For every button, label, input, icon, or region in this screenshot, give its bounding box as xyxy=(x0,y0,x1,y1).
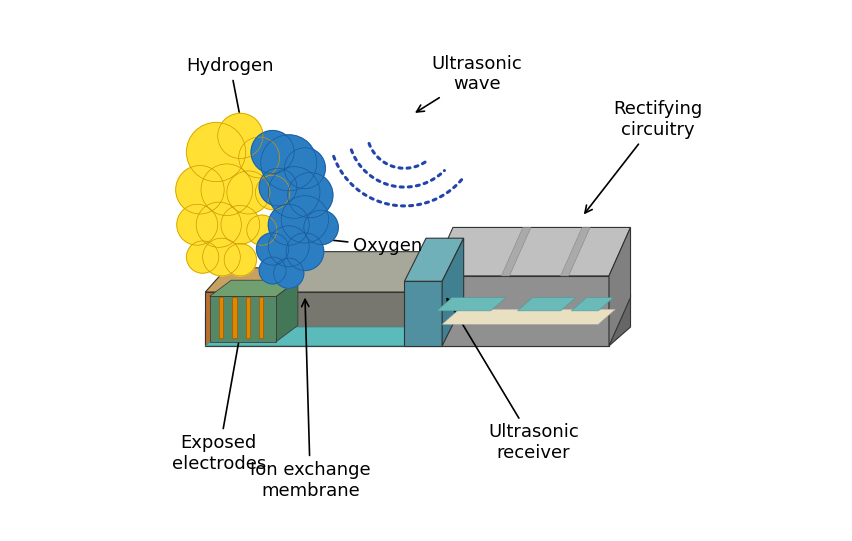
Circle shape xyxy=(256,233,289,265)
Circle shape xyxy=(239,137,279,178)
Circle shape xyxy=(187,241,219,273)
Polygon shape xyxy=(276,280,298,341)
Polygon shape xyxy=(572,298,613,311)
Circle shape xyxy=(201,164,253,216)
Text: Oxygen: Oxygen xyxy=(293,233,423,255)
Circle shape xyxy=(286,233,324,270)
Circle shape xyxy=(259,257,286,284)
Circle shape xyxy=(273,258,304,288)
Polygon shape xyxy=(442,238,463,346)
Text: Ultrasonic
wave: Ultrasonic wave xyxy=(417,55,522,112)
Text: Hydrogen: Hydrogen xyxy=(187,57,274,169)
Polygon shape xyxy=(219,298,223,338)
Polygon shape xyxy=(405,238,463,281)
Polygon shape xyxy=(431,227,630,276)
Polygon shape xyxy=(259,298,263,338)
Polygon shape xyxy=(501,227,531,276)
Polygon shape xyxy=(280,252,453,292)
Polygon shape xyxy=(405,281,442,346)
Circle shape xyxy=(247,215,277,245)
Circle shape xyxy=(176,166,224,214)
Circle shape xyxy=(203,238,240,276)
Polygon shape xyxy=(517,298,576,311)
Polygon shape xyxy=(245,298,250,338)
Polygon shape xyxy=(437,298,505,311)
Polygon shape xyxy=(205,314,609,346)
Text: Rectifying
circuitry: Rectifying circuitry xyxy=(585,101,702,213)
Text: Exposed
electrodes: Exposed electrodes xyxy=(171,307,266,473)
Circle shape xyxy=(281,196,329,243)
Polygon shape xyxy=(233,298,237,338)
Polygon shape xyxy=(205,327,561,346)
Polygon shape xyxy=(442,309,615,324)
Text: Ion exchange
membrane: Ion exchange membrane xyxy=(250,299,371,500)
Polygon shape xyxy=(561,227,590,276)
Circle shape xyxy=(261,135,317,191)
Polygon shape xyxy=(210,296,276,341)
Circle shape xyxy=(288,173,333,218)
Circle shape xyxy=(251,130,294,174)
Circle shape xyxy=(268,226,309,267)
Polygon shape xyxy=(609,227,630,346)
Circle shape xyxy=(256,175,290,210)
Circle shape xyxy=(221,206,260,244)
Circle shape xyxy=(285,148,325,189)
Circle shape xyxy=(268,204,309,245)
Polygon shape xyxy=(431,276,609,346)
Polygon shape xyxy=(280,292,431,346)
Circle shape xyxy=(196,202,241,247)
Polygon shape xyxy=(280,268,302,346)
Text: Ultrasonic
receiver: Ultrasonic receiver xyxy=(447,299,579,462)
Circle shape xyxy=(304,210,338,245)
Polygon shape xyxy=(210,280,298,296)
Circle shape xyxy=(227,171,270,214)
Circle shape xyxy=(224,243,256,276)
Polygon shape xyxy=(205,292,280,346)
Polygon shape xyxy=(205,295,630,314)
Polygon shape xyxy=(431,252,453,346)
Polygon shape xyxy=(205,268,302,292)
Polygon shape xyxy=(609,295,630,346)
Circle shape xyxy=(268,167,320,218)
Circle shape xyxy=(218,113,263,159)
Circle shape xyxy=(177,204,218,245)
Circle shape xyxy=(259,168,296,206)
Circle shape xyxy=(187,122,245,182)
